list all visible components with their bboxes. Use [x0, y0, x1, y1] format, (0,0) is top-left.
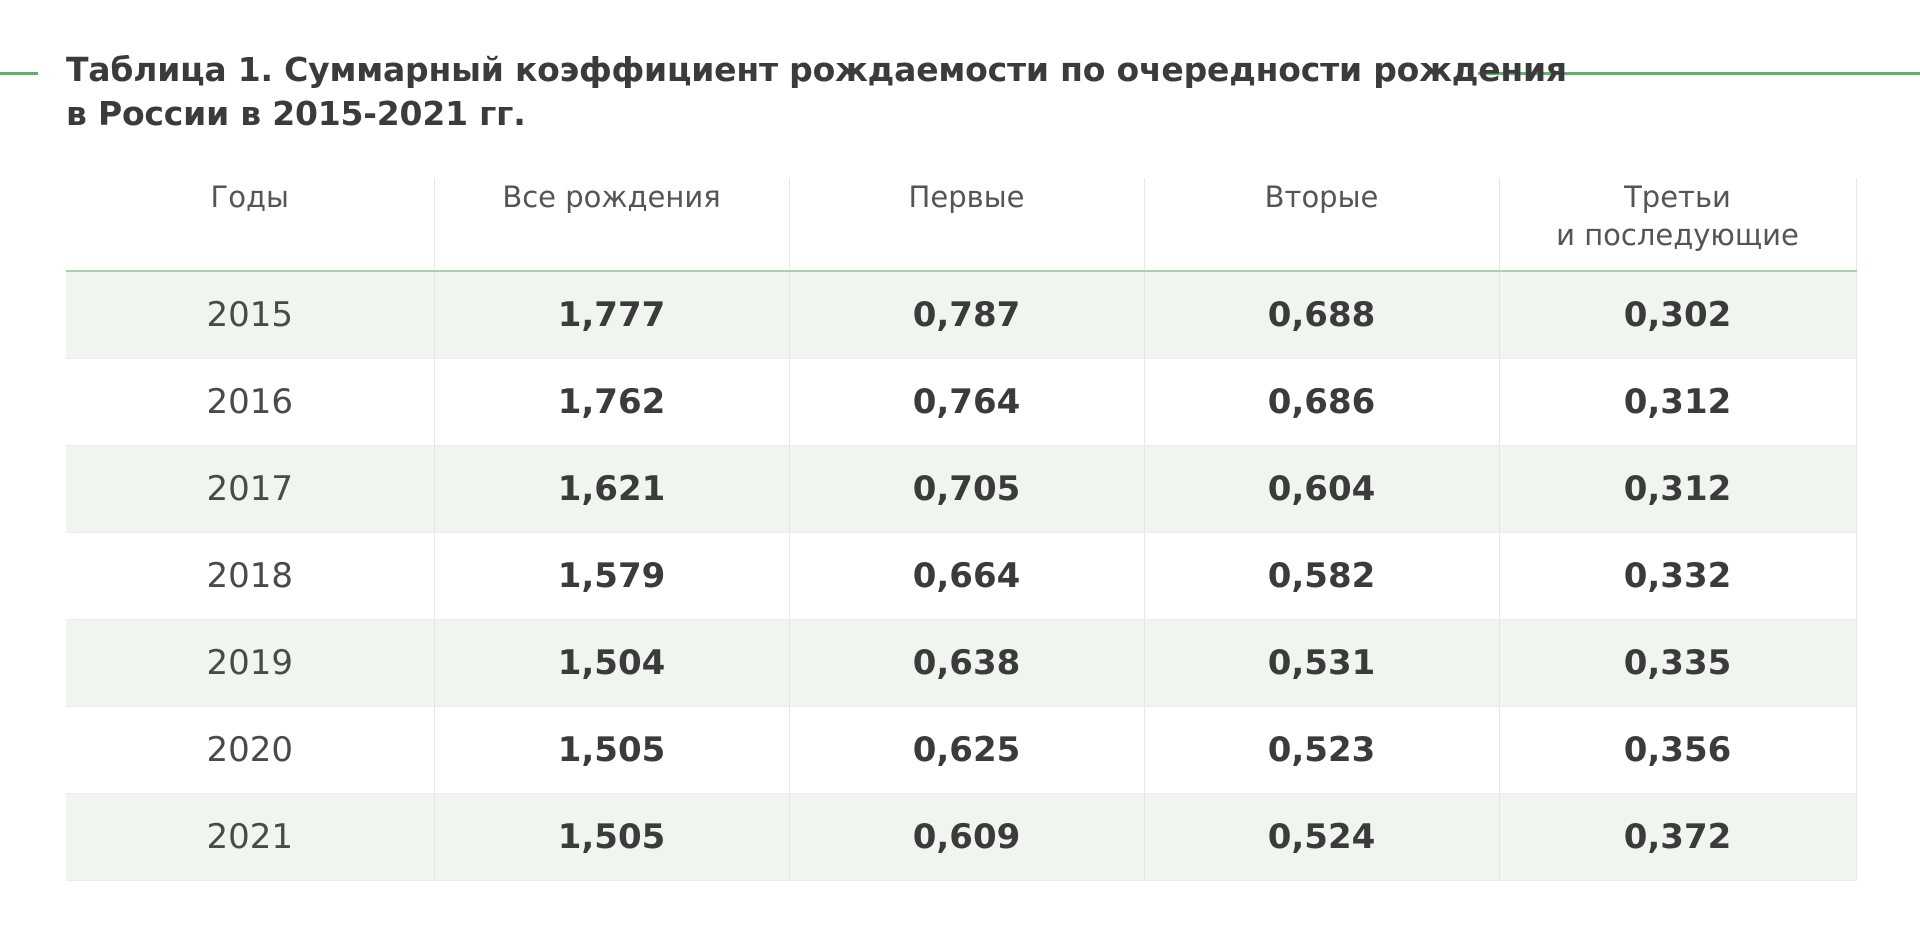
- cell-second: 0,686: [1143, 358, 1499, 446]
- table-row: 2017 1,621 0,705 0,604 0,312: [66, 445, 1857, 533]
- table-title-line-1: Таблица 1. Суммарный коэффициент рождаем…: [66, 50, 1567, 89]
- table-row: 2020 1,505 0,625 0,523 0,356: [66, 706, 1857, 794]
- table-row: 2019 1,504 0,638 0,531 0,335: [66, 619, 1857, 707]
- table-row: 2015 1,777 0,787 0,688 0,302: [66, 271, 1857, 359]
- cell-second: 0,523: [1143, 706, 1499, 794]
- cell-year: 2015: [66, 271, 434, 359]
- cell-second: 0,524: [1143, 793, 1499, 881]
- cell-first: 0,764: [788, 358, 1144, 446]
- cell-all-births: 1,504: [433, 619, 789, 707]
- cell-year: 2016: [66, 358, 434, 446]
- header-second: Вторые: [1143, 178, 1499, 272]
- cell-second: 0,582: [1143, 532, 1499, 620]
- cell-year: 2021: [66, 793, 434, 881]
- header-first: Первые: [788, 178, 1144, 272]
- cell-second: 0,688: [1143, 271, 1499, 359]
- table-row: 2016 1,762 0,764 0,686 0,312: [66, 358, 1857, 446]
- header-third-plus: Третьи и последующие: [1498, 178, 1857, 272]
- cell-year: 2018: [66, 532, 434, 620]
- header-third-plus-label-1: Третьи: [1624, 180, 1731, 214]
- header-years: Годы: [66, 178, 434, 272]
- cell-third-plus: 0,302: [1498, 271, 1857, 359]
- cell-all-births: 1,505: [433, 706, 789, 794]
- cell-first: 0,664: [788, 532, 1144, 620]
- cell-first: 0,705: [788, 445, 1144, 533]
- title-rule-left: [0, 72, 38, 75]
- header-first-label: Первые: [908, 180, 1025, 214]
- header-second-label: Вторые: [1264, 180, 1379, 214]
- header-years-label: Годы: [210, 180, 289, 214]
- cell-first: 0,625: [788, 706, 1144, 794]
- cell-year: 2019: [66, 619, 434, 707]
- cell-year: 2017: [66, 445, 434, 533]
- cell-second: 0,604: [1143, 445, 1499, 533]
- cell-third-plus: 0,312: [1498, 445, 1857, 533]
- table-header-row: Годы Все рождения Первые Вторые Третьи и…: [66, 178, 1857, 272]
- header-third-plus-label-2: и последующие: [1556, 218, 1799, 252]
- cell-all-births: 1,505: [433, 793, 789, 881]
- cell-third-plus: 0,356: [1498, 706, 1857, 794]
- cell-second: 0,531: [1143, 619, 1499, 707]
- table-title: Таблица 1. Суммарный коэффициент рождаем…: [66, 48, 1567, 136]
- birth-rate-table: Годы Все рождения Первые Вторые Третьи и…: [66, 178, 1857, 881]
- table-row: 2018 1,579 0,664 0,582 0,332: [66, 532, 1857, 620]
- cell-first: 0,787: [788, 271, 1144, 359]
- table-row: 2021 1,505 0,609 0,524 0,372: [66, 793, 1857, 881]
- cell-all-births: 1,579: [433, 532, 789, 620]
- table-title-line-2: в России в 2015-2021 гг.: [66, 94, 526, 133]
- cell-all-births: 1,777: [433, 271, 789, 359]
- cell-third-plus: 0,335: [1498, 619, 1857, 707]
- title-rule-right: [1478, 72, 1920, 75]
- cell-first: 0,609: [788, 793, 1144, 881]
- header-all-births-label: Все рождения: [502, 180, 721, 214]
- cell-all-births: 1,621: [433, 445, 789, 533]
- cell-third-plus: 0,332: [1498, 532, 1857, 620]
- cell-all-births: 1,762: [433, 358, 789, 446]
- header-all-births: Все рождения: [433, 178, 789, 272]
- cell-year: 2020: [66, 706, 434, 794]
- cell-third-plus: 0,312: [1498, 358, 1857, 446]
- cell-first: 0,638: [788, 619, 1144, 707]
- cell-third-plus: 0,372: [1498, 793, 1857, 881]
